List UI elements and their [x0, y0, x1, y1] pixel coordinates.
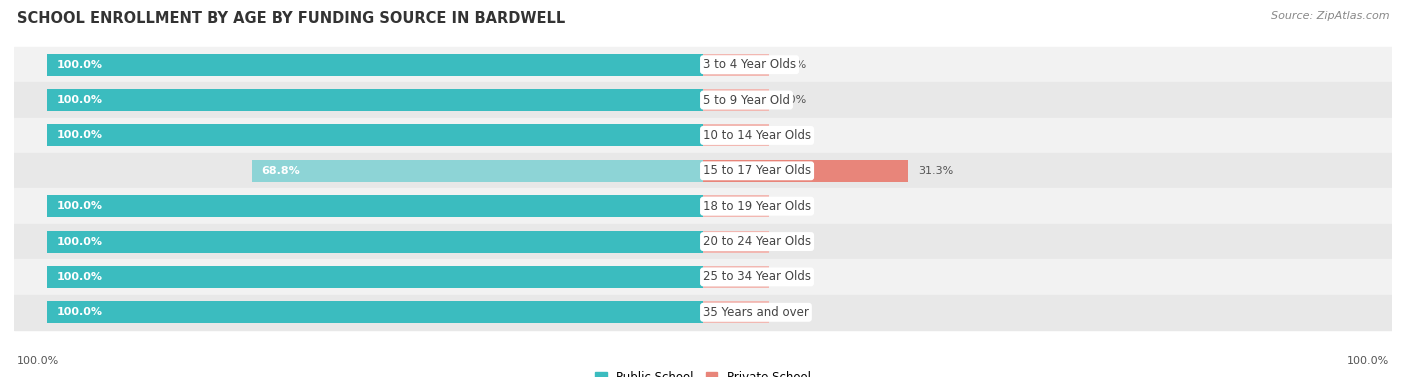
Text: 100.0%: 100.0%	[56, 60, 103, 70]
Text: 35 Years and over: 35 Years and over	[703, 306, 808, 319]
Text: 5 to 9 Year Old: 5 to 9 Year Old	[703, 93, 790, 107]
Text: 100.0%: 100.0%	[1347, 356, 1389, 366]
Bar	[703, 266, 769, 288]
Text: SCHOOL ENROLLMENT BY AGE BY FUNDING SOURCE IN BARDWELL: SCHOOL ENROLLMENT BY AGE BY FUNDING SOUR…	[17, 11, 565, 26]
Bar	[703, 301, 769, 323]
Bar	[703, 89, 769, 111]
Text: 0.0%: 0.0%	[779, 272, 807, 282]
Text: 15 to 17 Year Olds: 15 to 17 Year Olds	[703, 164, 811, 177]
Legend: Public School, Private School: Public School, Private School	[591, 366, 815, 377]
Bar	[252, 160, 703, 182]
Text: 100.0%: 100.0%	[56, 236, 103, 247]
Bar	[14, 118, 1392, 153]
Bar	[14, 294, 1392, 330]
Text: 0.0%: 0.0%	[779, 130, 807, 141]
Text: 31.3%: 31.3%	[918, 166, 953, 176]
Text: 0.0%: 0.0%	[779, 60, 807, 70]
Bar	[14, 188, 1392, 224]
Text: 25 to 34 Year Olds: 25 to 34 Year Olds	[703, 270, 811, 284]
Bar	[46, 231, 703, 253]
Bar	[46, 89, 703, 111]
Bar	[46, 266, 703, 288]
Text: 100.0%: 100.0%	[56, 95, 103, 105]
Text: 20 to 24 Year Olds: 20 to 24 Year Olds	[703, 235, 811, 248]
Text: 3 to 4 Year Olds: 3 to 4 Year Olds	[703, 58, 796, 71]
Text: 100.0%: 100.0%	[56, 307, 103, 317]
Bar	[703, 231, 769, 253]
Bar	[46, 195, 703, 217]
Text: 68.8%: 68.8%	[262, 166, 299, 176]
Text: 100.0%: 100.0%	[56, 201, 103, 211]
Bar	[703, 160, 908, 182]
Text: 18 to 19 Year Olds: 18 to 19 Year Olds	[703, 200, 811, 213]
Bar	[14, 47, 1392, 83]
Bar	[703, 54, 769, 76]
Text: 0.0%: 0.0%	[779, 95, 807, 105]
Text: 0.0%: 0.0%	[779, 236, 807, 247]
Text: 100.0%: 100.0%	[56, 272, 103, 282]
Text: 100.0%: 100.0%	[17, 356, 59, 366]
Bar	[14, 83, 1392, 118]
Bar	[46, 54, 703, 76]
Bar	[46, 124, 703, 146]
Text: 10 to 14 Year Olds: 10 to 14 Year Olds	[703, 129, 811, 142]
Bar	[46, 301, 703, 323]
Text: 0.0%: 0.0%	[779, 307, 807, 317]
Text: 100.0%: 100.0%	[56, 130, 103, 141]
Text: 0.0%: 0.0%	[779, 201, 807, 211]
Text: Source: ZipAtlas.com: Source: ZipAtlas.com	[1271, 11, 1389, 21]
Bar	[14, 153, 1392, 188]
Bar	[703, 195, 769, 217]
Bar	[14, 259, 1392, 294]
Bar	[14, 224, 1392, 259]
Bar	[703, 124, 769, 146]
